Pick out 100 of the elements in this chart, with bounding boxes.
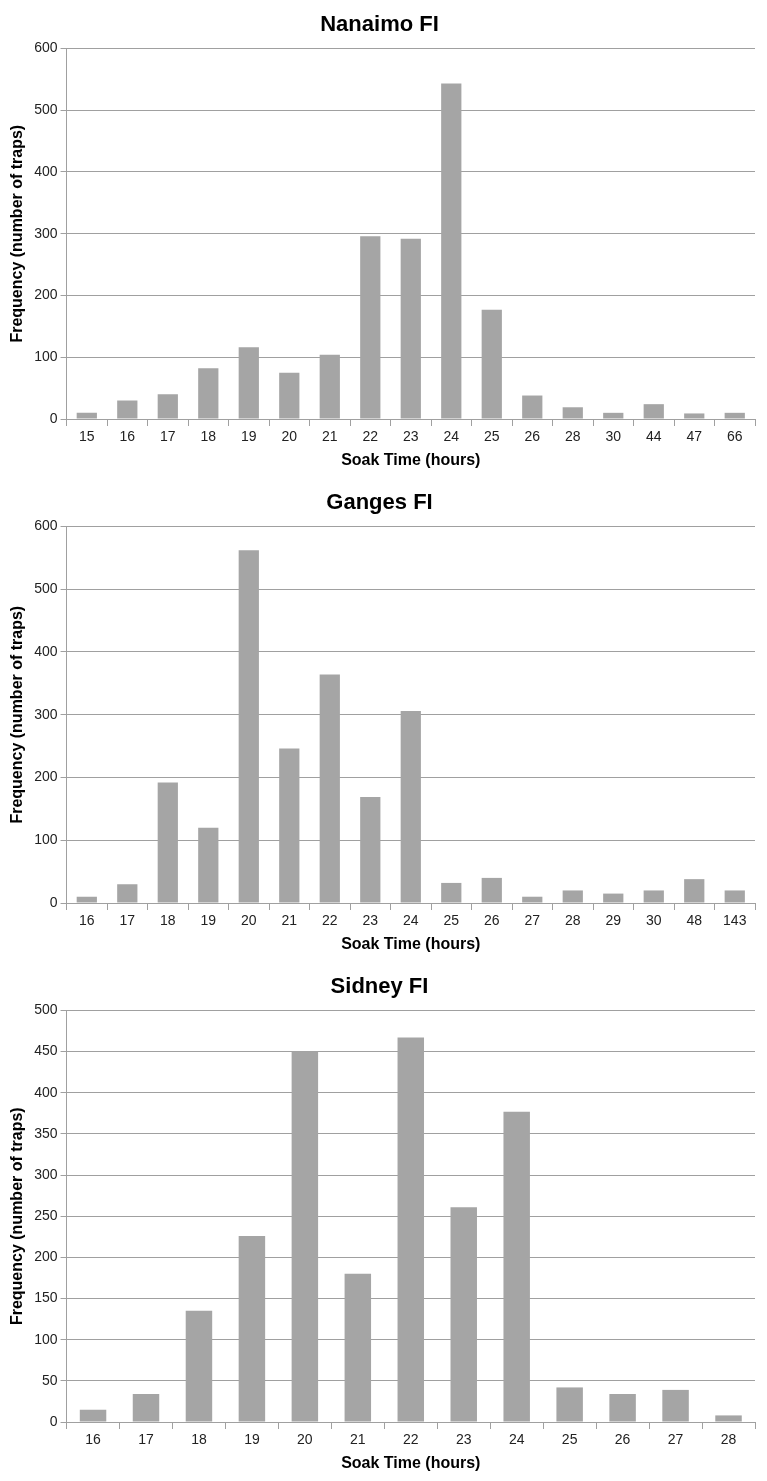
x-tick-label: 26: [614, 1431, 631, 1448]
chart-title: Ganges FI: [326, 489, 433, 515]
y-tick-label: 300: [34, 224, 58, 241]
y-axis-title: Frequency (number of traps): [8, 605, 26, 824]
x-axis-title: Soak Time (hours): [341, 450, 481, 468]
y-tick-label: 500: [34, 101, 58, 118]
bar: [117, 884, 138, 903]
x-tick-label: 21: [322, 428, 338, 445]
y-tick-label: 450: [34, 1042, 58, 1059]
y-tick-label: 100: [34, 1330, 58, 1347]
bar: [198, 368, 219, 419]
x-tick-label: 28: [564, 912, 581, 929]
x-tick-label: 27: [667, 1431, 684, 1448]
x-tick-label: 18: [160, 912, 176, 929]
x-tick-label: 23: [362, 912, 379, 929]
y-tick-label: 350: [34, 1124, 58, 1141]
bar: [76, 412, 97, 419]
bar: [643, 890, 664, 903]
y-tick-label: 500: [34, 580, 58, 597]
x-tick-label: 17: [119, 912, 136, 929]
bar: [603, 412, 624, 419]
bar: [79, 1409, 107, 1422]
bar: [662, 1389, 689, 1422]
bar: [441, 882, 462, 903]
bar: [562, 407, 583, 419]
bar: [522, 395, 543, 419]
x-tick-label: 18: [191, 1431, 207, 1448]
x-tick-label: 23: [402, 428, 419, 445]
bar: [279, 372, 300, 419]
x-tick-label: 26: [483, 912, 500, 929]
y-tick-label: 250: [34, 1207, 58, 1224]
x-tick-label: 30: [645, 912, 662, 929]
x-tick-label: 20: [281, 428, 298, 445]
x-tick-label: 28: [564, 428, 581, 445]
y-tick-label: 600: [34, 517, 58, 534]
x-tick-label: 16: [119, 428, 136, 445]
bar: [715, 1415, 742, 1422]
bar: [724, 890, 745, 903]
y-tick-label: 200: [34, 286, 58, 303]
x-tick-label: 16: [85, 1431, 102, 1448]
y-tick-label: 0: [49, 409, 58, 426]
x-tick-label: 22: [362, 428, 379, 445]
x-tick-label: 21: [350, 1431, 366, 1448]
bar: [684, 879, 705, 903]
bar: [117, 400, 138, 419]
bar: [556, 1387, 583, 1422]
x-tick-label: 22: [322, 912, 338, 929]
x-tick-label: 24: [508, 1431, 525, 1448]
y-tick-label: 400: [34, 1083, 58, 1100]
x-tick-label: 25: [443, 912, 460, 929]
x-tick-label: 20: [297, 1431, 313, 1448]
x-tick-label: 143: [723, 912, 747, 929]
y-tick-label: 100: [34, 348, 58, 365]
x-tick-label: 23: [455, 1431, 472, 1448]
x-tick-label: 66: [726, 428, 743, 445]
x-tick-label: 19: [244, 1431, 260, 1448]
x-tick-label: 48: [686, 912, 703, 929]
y-tick-label: 0: [49, 893, 58, 910]
y-tick-label: 200: [34, 1248, 58, 1265]
bar: [609, 1394, 636, 1422]
x-tick-label: 24: [402, 912, 419, 929]
chart-title: Sidney FI: [330, 973, 429, 999]
y-tick-label: 50: [41, 1371, 58, 1388]
y-axis-title: Frequency (number of traps): [8, 1107, 26, 1326]
bar: [684, 413, 705, 419]
x-tick-label: 19: [241, 428, 257, 445]
y-tick-label: 0: [49, 1412, 58, 1429]
y-tick-label: 100: [34, 831, 58, 848]
x-tick-label: 18: [200, 428, 217, 445]
x-tick-label: 25: [561, 1431, 578, 1448]
y-tick-label: 150: [34, 1289, 58, 1306]
bar: [562, 890, 583, 903]
y-tick-label: 200: [34, 768, 58, 785]
x-tick-label: 17: [138, 1431, 154, 1448]
bar: [724, 412, 745, 419]
y-tick-label: 300: [34, 705, 58, 722]
x-tick-label: 20: [241, 912, 257, 929]
y-tick-label: 400: [34, 162, 58, 179]
x-tick-label: 30: [605, 428, 622, 445]
x-tick-label: 17: [160, 428, 176, 445]
y-tick-label: 500: [34, 1001, 58, 1018]
bar: [132, 1394, 160, 1422]
x-tick-label: 24: [443, 428, 460, 445]
y-tick-label: 600: [34, 39, 58, 56]
y-tick-label: 400: [34, 642, 58, 659]
bar: [643, 404, 664, 419]
x-tick-label: 21: [281, 912, 298, 929]
x-axis-title: Soak Time (hours): [341, 934, 481, 952]
bar: [522, 896, 543, 903]
bar: [603, 893, 624, 903]
bar: [481, 877, 502, 903]
x-axis-title: Soak Time (hours): [341, 1453, 481, 1471]
x-tick-label: 25: [483, 428, 500, 445]
bar: [157, 394, 178, 419]
chart-title: Nanaimo FI: [320, 11, 439, 37]
x-tick-label: 27: [524, 912, 541, 929]
x-tick-label: 15: [79, 428, 95, 445]
x-tick-label: 16: [79, 912, 95, 929]
x-tick-label: 44: [645, 428, 662, 445]
x-tick-label: 26: [524, 428, 541, 445]
